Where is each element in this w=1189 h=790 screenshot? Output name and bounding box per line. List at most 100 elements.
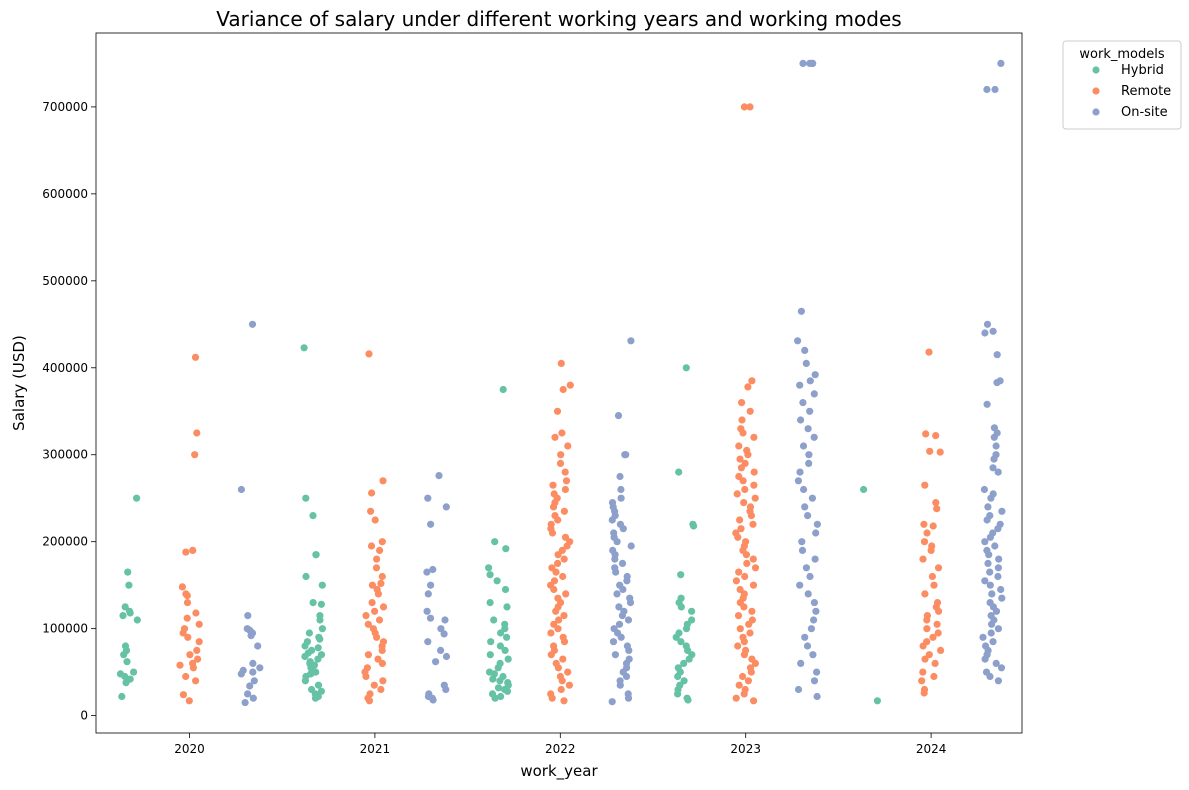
point-on-site-2024-40 <box>997 585 1005 594</box>
point-on-site-2022-13 <box>619 525 627 533</box>
point-remote-2021-33 <box>379 677 387 685</box>
point-remote-2023-49 <box>734 612 743 620</box>
point-hybrid-2023-14 <box>677 638 685 646</box>
point-on-site-2021-0 <box>435 472 443 480</box>
point-on-site-2023-17 <box>799 442 808 450</box>
point-on-site-2022-27 <box>619 585 627 594</box>
point-on-site-2024-50 <box>987 629 995 637</box>
point-on-site-2024-41 <box>988 590 996 598</box>
point-on-site-2023-16 <box>810 433 818 441</box>
point-on-site-2023-38 <box>807 625 816 633</box>
point-remote-2022-29 <box>554 559 562 568</box>
point-hybrid-2020-5 <box>126 609 134 617</box>
point-remote-2023-65 <box>735 681 743 689</box>
point-on-site-2023-25 <box>804 511 812 520</box>
point-remote-2023-63 <box>739 672 747 681</box>
points-layer <box>116 59 1006 707</box>
point-remote-2023-60 <box>751 659 760 668</box>
point-remote-2020-10 <box>183 614 191 622</box>
point-hybrid-2020-2 <box>125 581 133 589</box>
point-remote-2020-2 <box>191 451 199 459</box>
point-hybrid-2022-8 <box>503 603 511 611</box>
point-on-site-2023-2 <box>809 59 817 67</box>
point-on-site-2020-8 <box>249 659 257 668</box>
point-remote-2023-13 <box>736 455 744 463</box>
point-hybrid-2022-6 <box>501 585 510 594</box>
point-remote-2022-3 <box>553 407 562 415</box>
point-remote-2024-0 <box>925 348 933 356</box>
point-on-site-2024-16 <box>989 464 997 472</box>
point-remote-2023-38 <box>751 564 760 572</box>
point-remote-2023-69 <box>750 697 758 705</box>
point-on-site-2021-13 <box>424 638 432 646</box>
point-on-site-2023-9 <box>806 377 814 385</box>
point-remote-2023-36 <box>749 555 757 563</box>
point-remote-2021-11 <box>377 579 385 588</box>
point-on-site-2021-5 <box>423 568 431 576</box>
point-on-site-2021-8 <box>423 607 431 615</box>
point-remote-2023-37 <box>743 559 751 568</box>
legend-entries: Hybrid Remote On-site <box>1092 63 1171 120</box>
point-hybrid-2023-18 <box>685 655 693 663</box>
point-on-site-2023-22 <box>800 485 808 494</box>
point-remote-2024-5 <box>921 481 929 489</box>
point-remote-2020-20 <box>176 661 184 669</box>
point-remote-2020-22 <box>182 672 190 681</box>
point-hybrid-2023-23 <box>680 677 688 685</box>
point-remote-2021-8 <box>373 555 381 563</box>
point-hybrid-2020-14 <box>121 672 129 681</box>
point-remote-2021-15 <box>368 599 376 607</box>
point-remote-2023-56 <box>734 642 742 650</box>
point-remote-2024-18 <box>921 590 929 598</box>
point-remote-2022-31 <box>552 568 560 576</box>
point-on-site-2023-6 <box>801 346 809 354</box>
point-remote-2021-26 <box>378 646 386 655</box>
point-on-site-2024-12 <box>990 433 998 441</box>
point-remote-2024-6 <box>932 499 940 507</box>
point-remote-2024-16 <box>928 572 937 581</box>
x-axis: 2020 2021 2022 2023 2024 <box>174 733 946 756</box>
point-hybrid-2020-7 <box>133 616 141 624</box>
point-remote-2023-62 <box>747 668 755 676</box>
point-on-site-2022-20 <box>611 555 619 563</box>
point-hybrid-2023-28 <box>684 696 692 704</box>
point-remote-2023-20 <box>741 485 749 494</box>
point-on-site-2023-14 <box>797 416 805 424</box>
point-remote-2022-32 <box>559 572 567 581</box>
point-remote-2021-7 <box>376 546 384 555</box>
point-hybrid-2021-31 <box>314 681 323 689</box>
point-remote-2020-8 <box>183 599 192 607</box>
x-axis-label: work_year <box>520 762 598 781</box>
point-on-site-2023-37 <box>810 616 818 624</box>
point-remote-2023-58 <box>740 651 749 659</box>
point-remote-2022-22 <box>548 529 557 537</box>
point-hybrid-2020-6 <box>119 612 127 620</box>
point-remote-2024-27 <box>929 633 937 641</box>
point-remote-2022-25 <box>563 542 571 550</box>
point-on-site-2024-49 <box>994 625 1003 633</box>
point-on-site-2022-38 <box>617 633 625 641</box>
y-axis: 0 100000 200000 300000 400000 500000 600000 700… <box>42 100 96 723</box>
point-on-site-2024-18 <box>980 485 989 494</box>
point-remote-2024-23 <box>923 616 931 624</box>
y-axis-label: Salary (USD) <box>10 335 28 431</box>
y-tick-label-100000: 100000 <box>42 622 88 636</box>
point-remote-2020-15 <box>195 638 203 646</box>
point-remote-2024-11 <box>920 538 929 546</box>
point-remote-2023-53 <box>746 629 754 637</box>
y-tick-label-500000: 500000 <box>42 274 88 288</box>
point-remote-2022-9 <box>561 468 569 476</box>
point-on-site-2024-61 <box>994 677 1003 685</box>
point-on-site-2024-21 <box>984 503 992 511</box>
point-remote-2022-61 <box>560 697 568 705</box>
point-on-site-2024-0 <box>997 59 1005 67</box>
point-on-site-2023-27 <box>812 529 820 537</box>
point-remote-2023-3 <box>744 383 752 391</box>
point-remote-2021-10 <box>378 572 386 581</box>
point-remote-2024-34 <box>919 668 927 676</box>
point-remote-2023-27 <box>736 516 744 524</box>
point-remote-2024-17 <box>930 581 938 589</box>
point-on-site-2024-34 <box>984 559 992 568</box>
point-on-site-2022-11 <box>608 516 616 524</box>
x-tick-label-2024: 2024 <box>916 742 947 756</box>
